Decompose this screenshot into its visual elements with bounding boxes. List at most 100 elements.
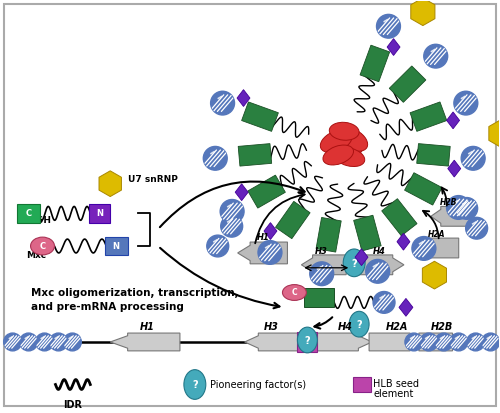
Circle shape: [466, 333, 484, 351]
Text: H2A: H2A: [428, 230, 446, 239]
Text: element: element: [373, 389, 414, 399]
Polygon shape: [354, 215, 381, 251]
Polygon shape: [410, 102, 447, 131]
Text: C: C: [292, 288, 297, 297]
Ellipse shape: [343, 249, 365, 277]
FancyBboxPatch shape: [298, 332, 318, 352]
Ellipse shape: [184, 370, 206, 399]
Text: N: N: [96, 209, 103, 218]
Polygon shape: [417, 238, 459, 258]
Ellipse shape: [334, 147, 364, 166]
Circle shape: [435, 333, 452, 351]
Circle shape: [204, 147, 227, 170]
Circle shape: [420, 333, 438, 351]
Circle shape: [446, 196, 470, 219]
Text: Mxc: Mxc: [26, 251, 46, 260]
Text: IDR: IDR: [63, 400, 82, 411]
FancyBboxPatch shape: [353, 377, 371, 392]
Circle shape: [366, 259, 390, 283]
Circle shape: [373, 292, 395, 313]
Polygon shape: [416, 144, 450, 166]
FancyBboxPatch shape: [17, 204, 40, 223]
Text: HLB seed: HLB seed: [373, 379, 419, 389]
Text: ?: ?: [192, 380, 198, 391]
Polygon shape: [431, 206, 470, 226]
Polygon shape: [411, 0, 435, 26]
Polygon shape: [399, 299, 413, 316]
Circle shape: [64, 333, 82, 351]
Ellipse shape: [326, 136, 363, 158]
Circle shape: [50, 333, 68, 351]
Circle shape: [450, 333, 468, 351]
Polygon shape: [489, 120, 500, 147]
Ellipse shape: [336, 127, 368, 151]
Ellipse shape: [330, 122, 359, 140]
Polygon shape: [397, 233, 410, 250]
Polygon shape: [390, 66, 426, 102]
Text: H2B: H2B: [440, 199, 458, 207]
Circle shape: [412, 237, 436, 260]
Polygon shape: [276, 202, 310, 239]
Polygon shape: [387, 39, 400, 55]
Polygon shape: [238, 144, 272, 166]
Text: ?: ?: [352, 259, 357, 269]
Text: U7 snRNP: U7 snRNP: [128, 175, 178, 184]
Text: ?: ?: [304, 336, 310, 346]
Polygon shape: [248, 175, 286, 208]
Circle shape: [454, 91, 478, 115]
Text: Mxc oligomerization, transcription,
and pre-mRNA processing: Mxc oligomerization, transcription, and …: [30, 287, 238, 311]
Circle shape: [424, 44, 448, 68]
Polygon shape: [419, 333, 464, 351]
Polygon shape: [244, 333, 300, 351]
Circle shape: [310, 262, 334, 286]
Polygon shape: [302, 255, 346, 275]
Ellipse shape: [298, 327, 318, 353]
Polygon shape: [355, 249, 368, 266]
Ellipse shape: [282, 285, 306, 300]
Polygon shape: [235, 184, 248, 201]
Circle shape: [36, 333, 54, 351]
Polygon shape: [238, 242, 288, 264]
Polygon shape: [316, 218, 341, 252]
Text: ?: ?: [356, 320, 362, 330]
Ellipse shape: [349, 311, 369, 337]
Polygon shape: [264, 223, 277, 240]
Circle shape: [207, 235, 229, 257]
Text: H1: H1: [257, 233, 270, 242]
Circle shape: [258, 240, 282, 264]
Text: H3: H3: [264, 322, 279, 332]
Ellipse shape: [30, 237, 54, 255]
Polygon shape: [99, 171, 122, 197]
Ellipse shape: [323, 145, 354, 165]
Text: Pioneering factor(s): Pioneering factor(s): [210, 380, 306, 391]
Polygon shape: [318, 333, 372, 351]
Polygon shape: [446, 112, 460, 129]
Polygon shape: [448, 160, 460, 177]
Text: H4: H4: [338, 322, 352, 332]
Text: C: C: [26, 209, 32, 218]
Polygon shape: [369, 333, 424, 351]
Polygon shape: [360, 45, 390, 82]
Circle shape: [461, 147, 485, 170]
Circle shape: [220, 199, 244, 223]
Circle shape: [456, 197, 477, 219]
Polygon shape: [359, 255, 404, 275]
Circle shape: [4, 333, 22, 351]
Circle shape: [210, 91, 234, 115]
Text: H4: H4: [372, 247, 386, 256]
Polygon shape: [382, 199, 417, 236]
Ellipse shape: [320, 130, 352, 152]
Polygon shape: [242, 102, 279, 131]
Text: FLASH: FLASH: [18, 216, 52, 225]
Polygon shape: [237, 90, 250, 107]
FancyBboxPatch shape: [89, 204, 110, 223]
Text: N: N: [112, 242, 119, 251]
Text: H2B: H2B: [430, 322, 453, 332]
Text: H3: H3: [315, 247, 328, 256]
Polygon shape: [404, 173, 442, 205]
FancyBboxPatch shape: [104, 237, 128, 255]
Circle shape: [482, 333, 500, 351]
Circle shape: [220, 215, 242, 237]
Text: C: C: [40, 242, 46, 251]
FancyBboxPatch shape: [304, 287, 334, 307]
